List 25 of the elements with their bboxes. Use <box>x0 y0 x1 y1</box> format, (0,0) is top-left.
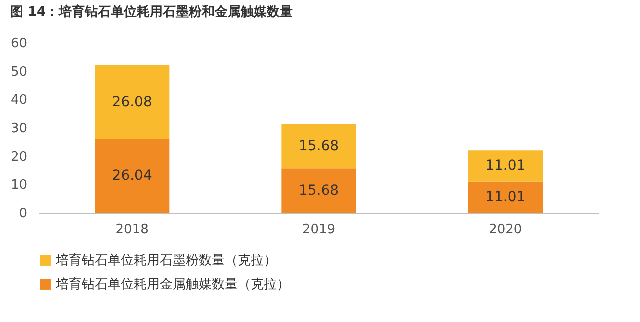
y-tick-label: 40 <box>10 93 28 108</box>
bar <box>282 124 356 169</box>
y-tick-label: 0 <box>19 206 28 222</box>
bar <box>95 65 170 140</box>
data-label: 11.01 <box>486 158 526 174</box>
bar <box>282 168 356 213</box>
data-label: 15.68 <box>298 138 340 154</box>
data-label: 11.01 <box>486 189 526 206</box>
x-tick-label: 2019 <box>302 222 336 238</box>
y-tick-label: 30 <box>10 122 28 136</box>
y-tick-label: 20 <box>10 150 28 165</box>
data-label: 15.68 <box>298 182 340 199</box>
legend-label: 培育钻石单位耗用石墨粉数量（克拉） <box>55 252 277 268</box>
data-label: 26.04 <box>112 168 152 184</box>
y-tick-label: 10 <box>10 178 28 194</box>
bar <box>468 150 543 182</box>
chart-title: 图 14：培育钻石单位耗用石墨粉和金属触媒数量 <box>10 4 294 20</box>
bar <box>468 182 543 213</box>
x-tick-label: 2020 <box>489 222 522 238</box>
x-tick-label: 2018 <box>116 222 149 238</box>
data-label: 26.08 <box>112 94 152 110</box>
legend-label: 培育钻石单位耗用金属触媒数量（克拉） <box>55 276 290 292</box>
bar <box>95 139 170 213</box>
y-tick-label: 50 <box>10 64 28 80</box>
y-tick-label: 60 <box>10 36 28 52</box>
